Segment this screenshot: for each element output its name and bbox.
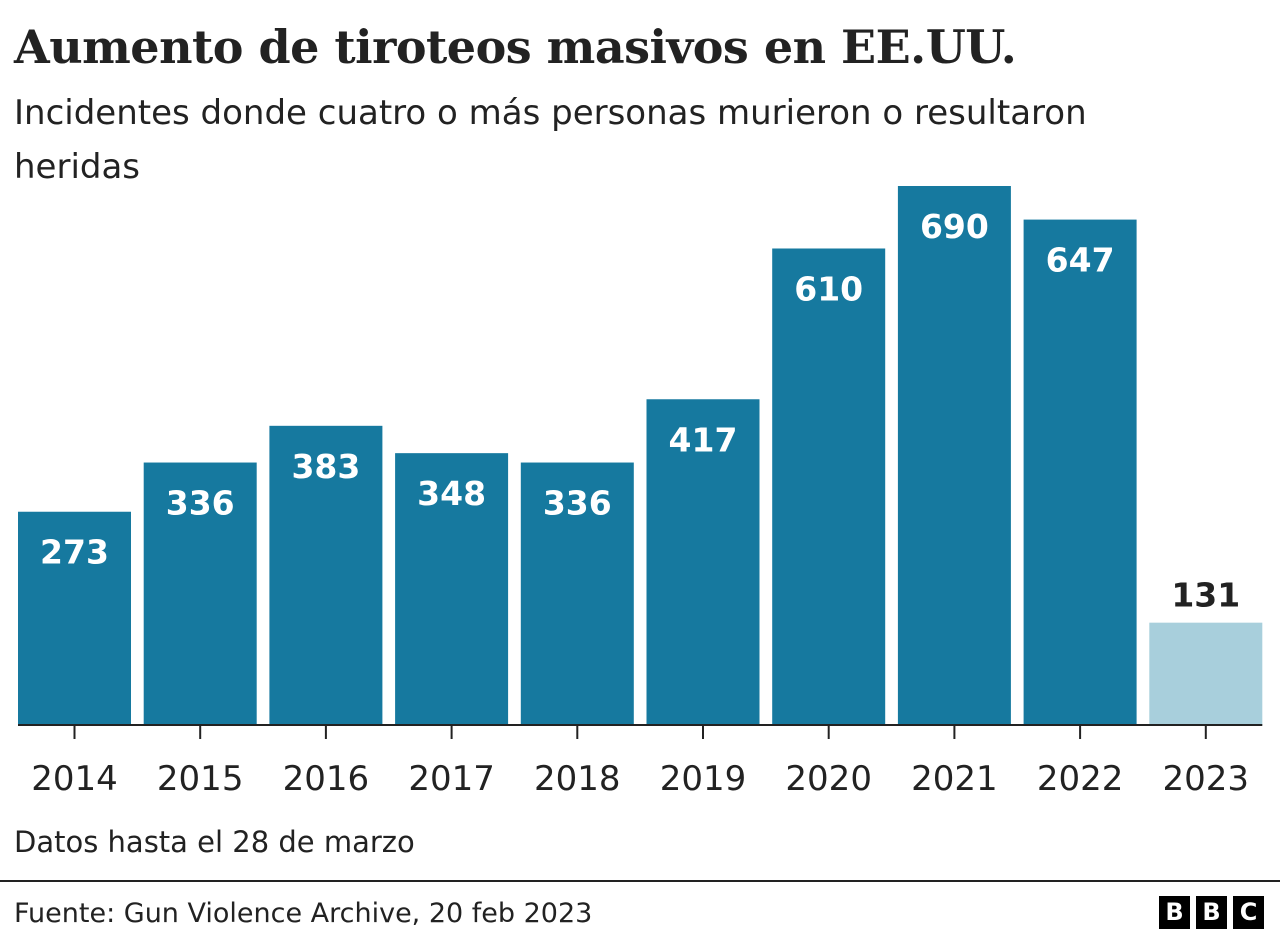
x-tick-label-2016: 2016 [283,759,370,799]
data-note: Datos hasta el 28 de marzo [14,825,415,859]
x-tick-label-2019: 2019 [660,759,747,799]
x-tick-label-2014: 2014 [31,759,118,799]
value-label-2023: 131 [1171,576,1240,615]
footer-divider [0,880,1280,882]
x-tick-label-2023: 2023 [1163,759,1250,799]
value-label-2020: 610 [794,269,863,308]
value-label-group: 273 336 383 348 336 417 610 690 647 131 [40,207,1240,615]
chart-subtitle: Incidentes donde cuatro o más personas m… [14,93,1087,187]
bbc-logo-letter-2: B [1196,896,1227,929]
x-axis-tick-labels: 2014 2015 2016 2017 2018 2019 2020 2021 2022 2023 [31,759,1249,799]
bbc-logo-letter-1: B [1159,896,1190,929]
value-label-2014: 273 [40,533,109,572]
bar-2023 [1149,622,1263,725]
value-label-2018: 336 [543,484,612,523]
bar-2019 [646,399,760,725]
chart-title: Aumento de tiroteos masivos en EE.UU. [14,20,1017,74]
bar-group [18,186,1263,726]
bar-2014 [18,511,131,725]
value-label-2022: 647 [1046,241,1115,280]
x-tick-label-2021: 2021 [911,759,998,799]
x-axis-ticks [73,725,1207,739]
bar-2021 [897,186,1011,725]
bbc-logo: B B C [1159,896,1264,929]
value-label-2016: 383 [291,447,360,486]
value-label-2021: 690 [920,207,989,246]
value-label-2017: 348 [417,474,486,513]
value-label-2015: 336 [166,484,235,523]
x-tick-label-2017: 2017 [408,759,495,799]
bar-2015 [143,462,257,725]
bar-2016 [269,425,383,725]
x-tick-label-2018: 2018 [534,759,621,799]
x-tick-label-2015: 2015 [157,759,244,799]
value-label-2019: 417 [669,420,738,459]
bar-2020 [772,248,886,726]
bar-2018 [520,462,634,725]
source-text: Fuente: Gun Violence Archive, 20 feb 202… [14,898,593,929]
bbc-logo-letter-3: C [1233,896,1264,929]
bar-2022 [1023,219,1137,726]
x-tick-label-2022: 2022 [1037,759,1124,799]
bar-2017 [395,453,509,725]
x-tick-label-2020: 2020 [785,759,872,799]
